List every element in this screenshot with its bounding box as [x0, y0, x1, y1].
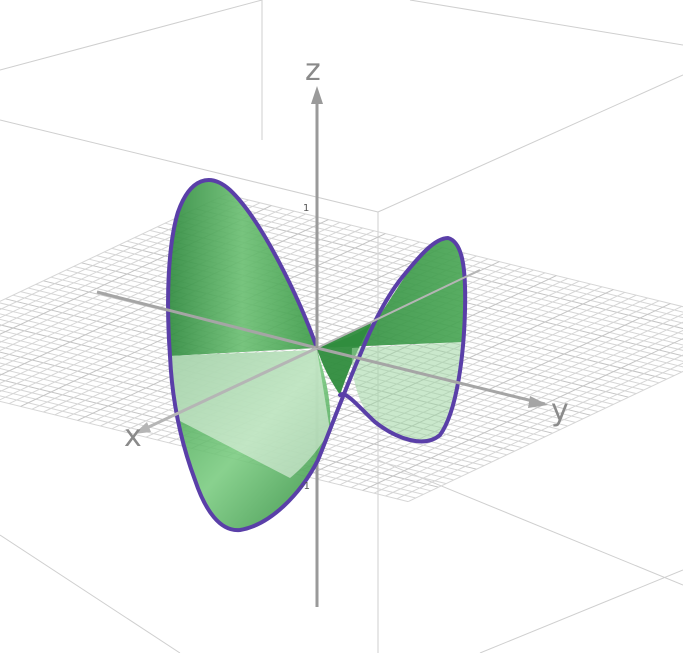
- y-axis-back: [96, 290, 318, 350]
- surface-left-lobe: [168, 180, 317, 356]
- grid-line: [385, 354, 683, 497]
- y-axis-label: y: [551, 393, 569, 428]
- y-axis-front: [316, 346, 546, 406]
- surface-center: [317, 322, 372, 395]
- saddle-surface: [166, 178, 468, 533]
- grid-line: [407, 370, 683, 503]
- z-tick-1: 1: [303, 203, 309, 214]
- grid-line: [396, 362, 683, 500]
- surface-right-lobe: [317, 238, 465, 348]
- z-tick-neg1: -1: [300, 481, 310, 492]
- surface-right-lower: [351, 342, 465, 443]
- y-axis-arrow: [528, 396, 548, 408]
- x-axis-arrow: [134, 422, 151, 434]
- x-axis-back: [316, 269, 481, 349]
- x-axis-label: x: [124, 419, 142, 454]
- x-axis-front: [137, 346, 318, 434]
- boundary-curve-left: [166, 178, 468, 533]
- grid-line: [373, 346, 683, 494]
- z-axis-arrow: [311, 86, 323, 104]
- plane-intersection-band: [170, 350, 330, 478]
- axes: [96, 86, 548, 434]
- grid-line: [0, 193, 227, 302]
- z-axis-label: z: [305, 53, 321, 88]
